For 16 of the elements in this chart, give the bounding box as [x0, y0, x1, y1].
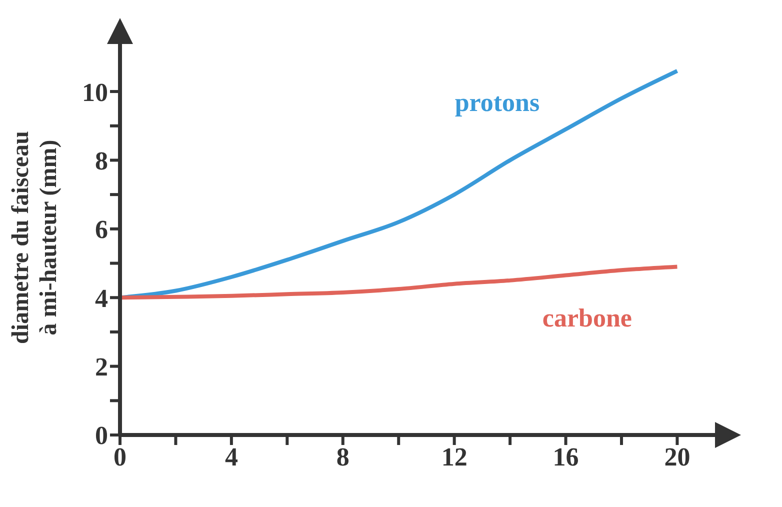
x-tick-label: 12 [441, 442, 468, 472]
y-tick-label: 8 [95, 146, 108, 176]
series-label: protons [454, 88, 540, 117]
y-tick-label: 0 [95, 421, 108, 450]
line-series [120, 264, 680, 300]
y-tick-label: 2 [95, 352, 108, 382]
y-axis-title: diametre du faisceau à mi-hauteur (mm) [8, 131, 62, 344]
x-tick-label: 8 [336, 442, 350, 472]
x-tick-label: 20 [664, 442, 690, 472]
x-tick-label: 4 [224, 442, 238, 472]
y-tick-label: 4 [95, 284, 108, 313]
x-tick-label: 16 [552, 442, 579, 472]
y-tick-label: 6 [95, 215, 108, 244]
y-tick-label: 10 [82, 78, 108, 107]
series-label: carbone [542, 304, 632, 333]
x-tick-label: 0 [114, 442, 126, 472]
